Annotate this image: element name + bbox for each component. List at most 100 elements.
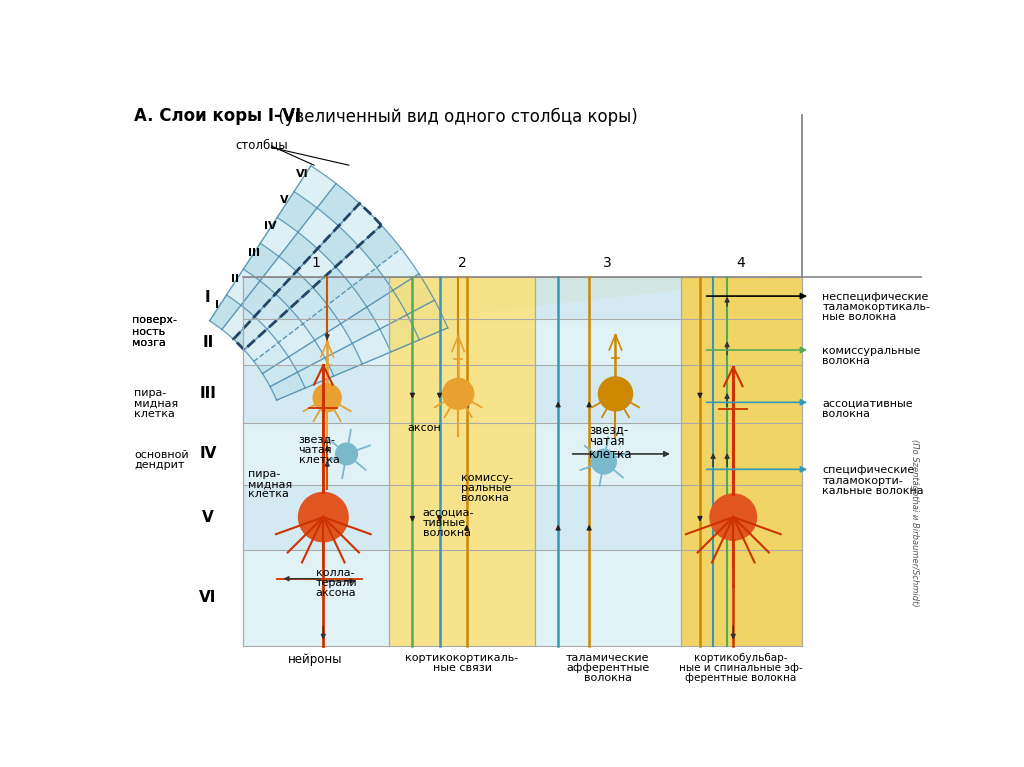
Text: мидная: мидная xyxy=(248,479,293,489)
Polygon shape xyxy=(681,550,802,647)
Text: звезд-: звезд- xyxy=(589,423,629,436)
Text: поверх-: поверх- xyxy=(132,315,177,325)
Polygon shape xyxy=(389,365,535,423)
Polygon shape xyxy=(275,272,312,308)
Polygon shape xyxy=(389,550,535,647)
Text: V: V xyxy=(202,509,214,525)
Polygon shape xyxy=(339,203,381,246)
Circle shape xyxy=(336,443,357,465)
Polygon shape xyxy=(233,277,802,350)
Polygon shape xyxy=(298,357,334,388)
Polygon shape xyxy=(298,208,339,249)
Text: III: III xyxy=(248,248,260,258)
Polygon shape xyxy=(262,357,298,387)
Text: афферентные: афферентные xyxy=(566,663,649,673)
Text: волокна: волокна xyxy=(423,528,470,538)
Text: волокна: волокна xyxy=(822,356,870,366)
Polygon shape xyxy=(317,226,358,267)
Polygon shape xyxy=(312,267,352,305)
Text: аксона: аксона xyxy=(315,588,356,598)
Text: звезд-: звезд- xyxy=(299,435,336,445)
Polygon shape xyxy=(260,256,297,294)
Polygon shape xyxy=(535,277,681,319)
Polygon shape xyxy=(336,246,377,286)
Text: ность: ность xyxy=(132,327,165,337)
Polygon shape xyxy=(389,423,535,485)
Text: IV: IV xyxy=(264,222,276,232)
Circle shape xyxy=(313,384,341,412)
Polygon shape xyxy=(243,550,389,647)
Polygon shape xyxy=(226,269,260,305)
Text: кортикобульбар-: кортикобульбар- xyxy=(694,653,787,663)
Text: 3: 3 xyxy=(603,256,612,270)
Text: специфические: специфические xyxy=(822,466,914,476)
Polygon shape xyxy=(681,485,802,550)
Text: VI: VI xyxy=(296,169,309,179)
Polygon shape xyxy=(535,485,681,550)
Text: чатая: чатая xyxy=(589,436,625,449)
Polygon shape xyxy=(389,319,535,365)
Text: I: I xyxy=(215,300,219,310)
Text: волокна: волокна xyxy=(822,409,870,419)
Text: аксон: аксон xyxy=(407,423,440,433)
Polygon shape xyxy=(210,295,241,330)
Text: ные связи: ные связи xyxy=(432,663,492,673)
Text: (По Szentágothai и Birbaumer/Schmidt): (По Szentágothai и Birbaumer/Schmidt) xyxy=(909,439,919,607)
Text: II: II xyxy=(231,274,240,284)
Polygon shape xyxy=(294,166,336,208)
Text: ные волокна: ные волокна xyxy=(822,312,897,322)
Polygon shape xyxy=(352,268,393,307)
Text: кортикокортикаль-: кортикокортикаль- xyxy=(406,653,518,663)
Text: неспецифические: неспецифические xyxy=(822,292,929,302)
Text: мидная: мидная xyxy=(134,399,178,409)
Text: клетка: клетка xyxy=(134,409,175,419)
Polygon shape xyxy=(328,286,367,324)
Polygon shape xyxy=(278,192,317,232)
Circle shape xyxy=(592,449,616,474)
Polygon shape xyxy=(279,232,317,272)
Text: кальные волокна: кальные волокна xyxy=(822,486,924,495)
Polygon shape xyxy=(358,225,401,268)
Polygon shape xyxy=(535,423,681,485)
Text: II: II xyxy=(202,334,213,350)
Text: клетка: клетка xyxy=(299,455,339,465)
Polygon shape xyxy=(317,183,359,226)
Text: колла-: колла- xyxy=(315,568,354,578)
Text: пира-: пира- xyxy=(248,469,281,479)
Polygon shape xyxy=(243,485,389,550)
Text: ность: ность xyxy=(132,327,165,337)
Polygon shape xyxy=(290,288,328,324)
Polygon shape xyxy=(297,249,336,288)
Polygon shape xyxy=(314,324,352,357)
Text: дендрит: дендрит xyxy=(134,460,184,470)
Text: волокна: волокна xyxy=(584,673,632,683)
Polygon shape xyxy=(341,307,380,344)
Polygon shape xyxy=(681,319,802,365)
Polygon shape xyxy=(377,249,419,291)
Text: III: III xyxy=(200,387,216,401)
Polygon shape xyxy=(233,317,267,350)
Text: I: I xyxy=(205,290,211,305)
Polygon shape xyxy=(243,277,389,319)
Text: 1: 1 xyxy=(311,256,319,270)
Polygon shape xyxy=(222,305,254,339)
Polygon shape xyxy=(389,485,535,550)
Polygon shape xyxy=(289,341,325,372)
Polygon shape xyxy=(241,281,275,317)
Polygon shape xyxy=(408,300,447,340)
Text: мозга: мозга xyxy=(132,338,166,348)
Circle shape xyxy=(442,378,474,410)
Text: ассоциативные: ассоциативные xyxy=(822,399,913,409)
Text: тивные: тивные xyxy=(423,518,466,528)
Text: комиссу-: комиссу- xyxy=(461,473,513,483)
Polygon shape xyxy=(303,305,341,341)
Text: A. Слои коры I–VI: A. Слои коры I–VI xyxy=(134,107,301,126)
Polygon shape xyxy=(389,277,535,319)
Polygon shape xyxy=(243,365,389,423)
Text: таламические: таламические xyxy=(566,653,649,663)
Text: терали: терали xyxy=(315,578,357,588)
Text: ные и спинальные эф-: ные и спинальные эф- xyxy=(679,663,803,673)
Polygon shape xyxy=(270,372,305,400)
Polygon shape xyxy=(279,324,314,357)
Text: поверх-: поверх- xyxy=(132,315,177,325)
